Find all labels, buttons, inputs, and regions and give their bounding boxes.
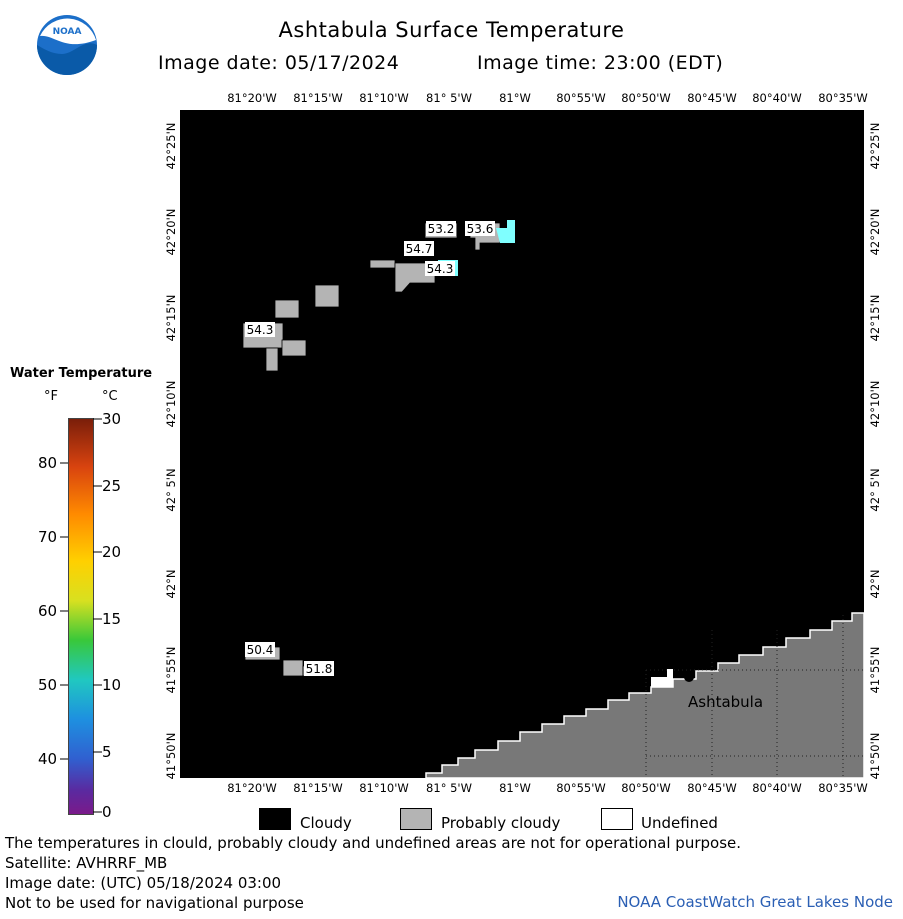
lon-label-top: 81°10'W (359, 91, 409, 105)
legend-swatch-probably-cloudy (400, 808, 432, 830)
colorbar-unit-c: °C (102, 389, 118, 404)
colorbar-unit-f: °F (44, 389, 58, 404)
temp-label: 53.2 (428, 222, 455, 236)
lon-label-bottom: 81°15'W (293, 781, 343, 795)
image-date-label: Image date: 05/17/2024 (158, 52, 400, 74)
lon-label-bottom: 81°W (499, 781, 531, 795)
lat-label-right: 42°N (868, 569, 882, 599)
lat-label-right: 42°20'N (868, 208, 882, 256)
colorbar-f-tick: 70 (38, 528, 58, 546)
footer-utc-date: Image date: (UTC) 05/18/2024 03:00 (5, 874, 282, 892)
lat-label-right: 42° 5'N (868, 468, 882, 512)
graticule (645, 615, 864, 778)
lon-label-bottom: 80°50'W (621, 781, 671, 795)
city-marker (684, 672, 694, 682)
lat-label-left: 42°N (164, 569, 178, 599)
temperature-map[interactable]: Ashtabula 53.2 53.6 5 (180, 110, 865, 779)
lon-label-top: 80°40'W (752, 91, 802, 105)
lat-label-left: 42°25'N (164, 122, 178, 170)
lon-label-bottom: 80°45'W (687, 781, 737, 795)
temp-label: 54.3 (427, 262, 454, 276)
lon-label-top: 81° 5'W (426, 91, 472, 105)
page-title: Ashtabula Surface Temperature (278, 18, 625, 42)
legend-label-cloudy: Cloudy (300, 814, 352, 832)
legend-swatch-undefined (601, 808, 633, 830)
noaa-logo: NOAA (36, 14, 98, 76)
colorbar-f-tick: 50 (38, 676, 58, 694)
colorbar-c-tick: 20 (102, 543, 122, 561)
lat-label-right: 42°10'N (868, 380, 882, 428)
colorbar-c-tick: 10 (102, 676, 122, 694)
legend-label-undefined: Undefined (641, 814, 718, 832)
temp-label: 51.8 (306, 662, 333, 676)
logo-text: NOAA (53, 27, 82, 37)
colorbar-f-tick: 80 (38, 454, 58, 472)
colorbar-ticks (60, 418, 102, 813)
colorbar-f-tick: 60 (38, 602, 58, 620)
lon-label-top: 80°45'W (687, 91, 737, 105)
temp-label: 50.4 (247, 643, 274, 657)
lon-label-top: 80°35'W (818, 91, 868, 105)
colorbar-title: Water Temperature (10, 366, 153, 381)
lat-label-right: 42°25'N (868, 122, 882, 170)
lon-label-top: 81°15'W (293, 91, 343, 105)
colorbar-c-tick: 0 (102, 803, 112, 821)
lon-label-bottom: 81°10'W (359, 781, 409, 795)
colorbar-c-tick: 25 (102, 477, 122, 495)
colorbar-c-tick: 15 (102, 610, 122, 628)
lat-label-right: 42°15'N (868, 294, 882, 342)
lon-label-bottom: 80°35'W (818, 781, 868, 795)
colorbar (68, 418, 94, 815)
lat-label-left: 42°10'N (164, 380, 178, 428)
footer-satellite: Satellite: AVHRRF_MB (5, 854, 168, 872)
lat-label-right: 41°55'N (868, 646, 882, 694)
temperature-labels: 53.2 53.6 54.7 54.3 54.3 50.4 51.8 (245, 221, 495, 676)
footer-note: The temperatures in clould, probably clo… (5, 834, 742, 852)
footer-disclaimer: Not to be used for navigational purpose (5, 894, 304, 912)
image-time-label: Image time: 23:00 (EDT) (477, 52, 724, 74)
lon-label-bottom: 81°20'W (227, 781, 277, 795)
lon-label-bottom: 81° 5'W (426, 781, 472, 795)
temp-label: 53.6 (467, 222, 494, 236)
lon-label-bottom: 80°55'W (556, 781, 606, 795)
lon-label-top: 81°W (499, 91, 531, 105)
undefined-area (651, 669, 673, 687)
city-label: Ashtabula (688, 693, 763, 711)
lat-label-left: 42°20'N (164, 208, 178, 256)
temp-label: 54.3 (247, 323, 274, 337)
lat-label-left: 41°50'N (164, 732, 178, 780)
lon-label-bottom: 80°40'W (752, 781, 802, 795)
land-area (425, 612, 865, 779)
footer-credit: NOAA CoastWatch Great Lakes Node (617, 893, 893, 911)
colorbar-c-tick: 5 (102, 743, 112, 761)
colorbar-c-tick: 30 (102, 410, 122, 428)
colorbar-f-tick: 40 (38, 750, 58, 768)
temp-label: 54.7 (406, 242, 433, 256)
lat-label-left: 42°15'N (164, 294, 178, 342)
lon-label-top: 81°20'W (227, 91, 277, 105)
lon-label-top: 80°55'W (556, 91, 606, 105)
lon-label-top: 80°50'W (621, 91, 671, 105)
map-canvas: Ashtabula 53.2 53.6 5 (180, 110, 865, 779)
lat-label-left: 42° 5'N (164, 468, 178, 512)
lat-label-right: 41°50'N (868, 732, 882, 780)
legend-swatch-cloudy (259, 808, 291, 830)
lat-label-left: 41°55'N (164, 646, 178, 694)
legend-label-probably-cloudy: Probably cloudy (441, 814, 561, 832)
